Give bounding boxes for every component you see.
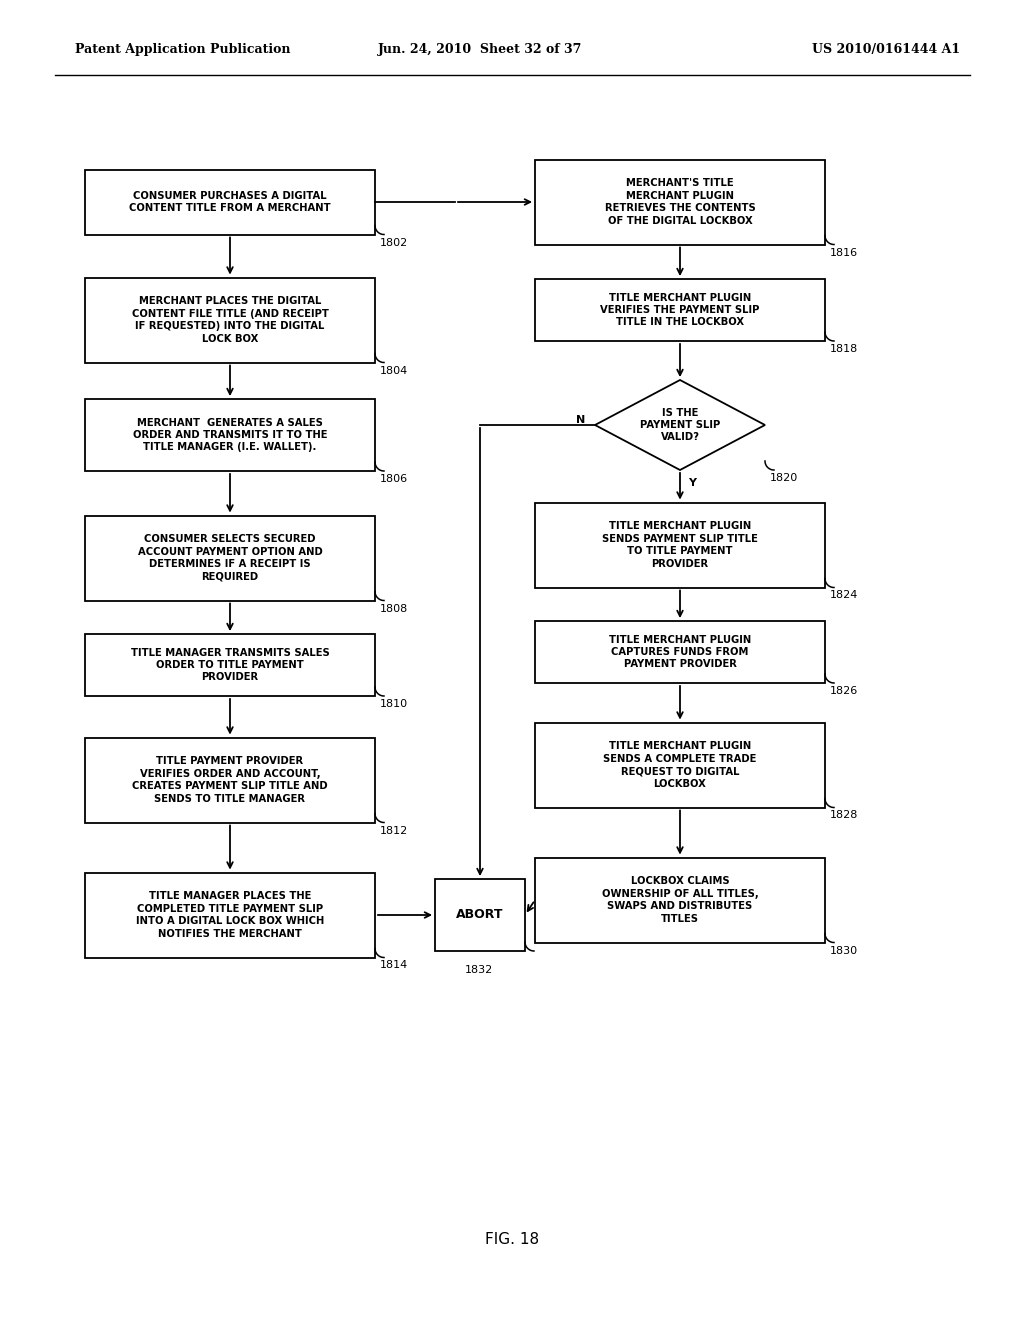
Text: 1808: 1808	[380, 603, 409, 614]
Bar	[535, 160, 825, 244]
Text: 1816: 1816	[830, 248, 858, 257]
Text: 1818: 1818	[830, 345, 858, 354]
Bar	[535, 722, 825, 808]
Text: TITLE MANAGER TRANSMITS SALES
ORDER TO TITLE PAYMENT
PROVIDER: TITLE MANAGER TRANSMITS SALES ORDER TO T…	[131, 648, 330, 682]
Text: MERCHANT'S TITLE
MERCHANT PLUGIN
RETRIEVES THE CONTENTS
OF THE DIGITAL LOCKBOX: MERCHANT'S TITLE MERCHANT PLUGIN RETRIEV…	[604, 178, 756, 226]
Text: 1830: 1830	[830, 945, 858, 956]
Text: US 2010/0161444 A1: US 2010/0161444 A1	[812, 44, 961, 57]
Text: 1802: 1802	[380, 238, 409, 248]
Text: TITLE PAYMENT PROVIDER
VERIFIES ORDER AND ACCOUNT,
CREATES PAYMENT SLIP TITLE AN: TITLE PAYMENT PROVIDER VERIFIES ORDER AN…	[132, 756, 328, 804]
Text: 1828: 1828	[830, 810, 858, 821]
Text: TITLE MERCHANT PLUGIN
CAPTURES FUNDS FROM
PAYMENT PROVIDER: TITLE MERCHANT PLUGIN CAPTURES FUNDS FRO…	[609, 635, 752, 669]
Text: MERCHANT PLACES THE DIGITAL
CONTENT FILE TITLE (AND RECEIPT
IF REQUESTED) INTO T: MERCHANT PLACES THE DIGITAL CONTENT FILE…	[131, 297, 329, 343]
Bar	[535, 858, 825, 942]
Bar	[85, 634, 375, 696]
Text: TITLE MANAGER PLACES THE
COMPLETED TITLE PAYMENT SLIP
INTO A DIGITAL LOCK BOX WH: TITLE MANAGER PLACES THE COMPLETED TITLE…	[136, 891, 325, 939]
Text: CONSUMER SELECTS SECURED
ACCOUNT PAYMENT OPTION AND
DETERMINES IF A RECEIPT IS
R: CONSUMER SELECTS SECURED ACCOUNT PAYMENT…	[137, 535, 323, 582]
Text: TITLE MERCHANT PLUGIN
SENDS A COMPLETE TRADE
REQUEST TO DIGITAL
LOCKBOX: TITLE MERCHANT PLUGIN SENDS A COMPLETE T…	[603, 742, 757, 788]
Bar	[535, 279, 825, 341]
Text: 1812: 1812	[380, 825, 409, 836]
Text: 1804: 1804	[380, 366, 409, 375]
Text: 1832: 1832	[465, 965, 494, 975]
Text: MERCHANT  GENERATES A SALES
ORDER AND TRANSMITS IT TO THE
TITLE MANAGER (I.E. WA: MERCHANT GENERATES A SALES ORDER AND TRA…	[133, 417, 328, 453]
Text: ABORT: ABORT	[457, 908, 504, 921]
Text: FIG. 18: FIG. 18	[485, 1233, 539, 1247]
Bar	[535, 503, 825, 587]
Text: 1824: 1824	[830, 590, 858, 601]
Text: 1826: 1826	[830, 686, 858, 696]
Bar	[435, 879, 525, 950]
Text: LOCKBOX CLAIMS
OWNERSHIP OF ALL TITLES,
SWAPS AND DISTRIBUTES
TITLES: LOCKBOX CLAIMS OWNERSHIP OF ALL TITLES, …	[602, 876, 759, 924]
Bar	[85, 399, 375, 471]
Text: Jun. 24, 2010  Sheet 32 of 37: Jun. 24, 2010 Sheet 32 of 37	[378, 44, 583, 57]
Text: TITLE MERCHANT PLUGIN
SENDS PAYMENT SLIP TITLE
TO TITLE PAYMENT
PROVIDER: TITLE MERCHANT PLUGIN SENDS PAYMENT SLIP…	[602, 521, 758, 569]
Bar	[85, 516, 375, 601]
Text: IS THE
PAYMENT SLIP
VALID?: IS THE PAYMENT SLIP VALID?	[640, 408, 720, 442]
Bar	[85, 738, 375, 822]
Text: 1814: 1814	[380, 961, 409, 970]
Text: Y: Y	[688, 478, 696, 488]
Text: 1806: 1806	[380, 474, 409, 484]
Text: 1820: 1820	[770, 473, 799, 483]
Bar	[85, 169, 375, 235]
Text: Patent Application Publication: Patent Application Publication	[75, 44, 291, 57]
Text: 1810: 1810	[380, 700, 409, 709]
Bar	[85, 277, 375, 363]
Bar	[85, 873, 375, 957]
Text: CONSUMER PURCHASES A DIGITAL
CONTENT TITLE FROM A MERCHANT: CONSUMER PURCHASES A DIGITAL CONTENT TIT…	[129, 191, 331, 214]
Text: N: N	[575, 414, 585, 425]
Bar	[535, 620, 825, 682]
Polygon shape	[595, 380, 765, 470]
Text: TITLE MERCHANT PLUGIN
VERIFIES THE PAYMENT SLIP
TITLE IN THE LOCKBOX: TITLE MERCHANT PLUGIN VERIFIES THE PAYME…	[600, 293, 760, 327]
